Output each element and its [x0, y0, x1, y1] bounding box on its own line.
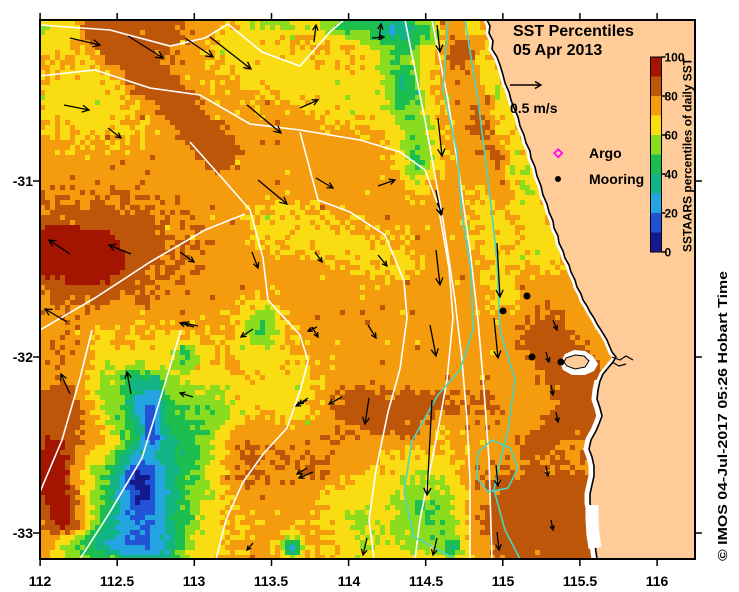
svg-text:Mooring: Mooring: [589, 171, 644, 187]
svg-text:112: 112: [29, 573, 52, 589]
svg-text:114.5: 114.5: [409, 573, 443, 589]
svg-text:40: 40: [665, 168, 679, 182]
svg-text:112.5: 112.5: [100, 573, 134, 589]
svg-text:-31: -31: [13, 173, 33, 189]
svg-text:05 Apr 2013: 05 Apr 2013: [513, 42, 602, 59]
svg-text:-32: -32: [13, 349, 33, 365]
svg-text:100: 100: [665, 51, 685, 65]
svg-text:80: 80: [665, 90, 679, 104]
svg-text:SSTAARS percentiles of daily S: SSTAARS percentiles of daily SST: [681, 57, 695, 252]
svg-text:Argo: Argo: [589, 145, 622, 161]
svg-text:113: 113: [183, 573, 206, 589]
svg-text:SST Percentiles: SST Percentiles: [513, 23, 634, 40]
svg-text:115.5: 115.5: [563, 573, 597, 589]
svg-text:60: 60: [665, 129, 679, 143]
svg-text:116: 116: [646, 573, 669, 589]
svg-text:© IMOS 04-Jul-2017 05:26 Hobar: © IMOS 04-Jul-2017 05:26 Hobart Time: [715, 271, 730, 561]
svg-text:0.5 m/s: 0.5 m/s: [510, 100, 558, 116]
svg-text:20: 20: [665, 207, 679, 221]
svg-text:115: 115: [492, 573, 515, 589]
svg-text:114: 114: [338, 573, 361, 589]
svg-text:113.5: 113.5: [254, 573, 288, 589]
svg-text:0: 0: [665, 246, 672, 260]
svg-text:-33: -33: [13, 525, 33, 541]
